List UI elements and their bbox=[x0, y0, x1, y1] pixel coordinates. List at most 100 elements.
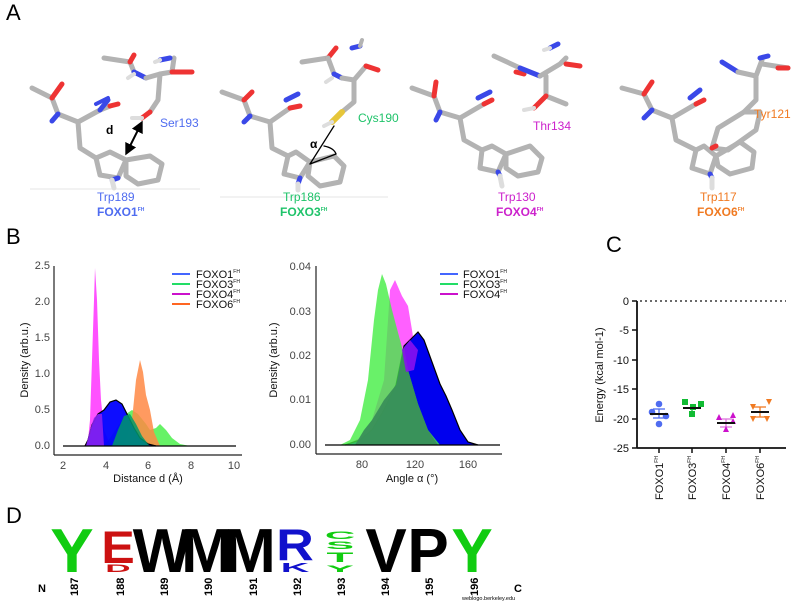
svg-text:0: 0 bbox=[623, 296, 629, 308]
svg-text:M: M bbox=[181, 517, 233, 586]
x-ticks-distance: 2 4 6 8 10 bbox=[60, 460, 240, 472]
panel-a-structures: d Ser193 Trp189 FOXO1FH α Cys190 Trp18 bbox=[29, 38, 791, 219]
density-areas-angle bbox=[325, 274, 500, 446]
structure-foxo4 bbox=[409, 41, 583, 189]
svg-text:0.5: 0.5 bbox=[35, 404, 50, 416]
svg-text:FOXO1FH: FOXO1FH bbox=[463, 269, 507, 281]
svg-text:2.0: 2.0 bbox=[35, 296, 50, 308]
svg-text:195: 195 bbox=[424, 578, 436, 596]
svg-text:C: C bbox=[325, 529, 355, 542]
svg-text:0.00: 0.00 bbox=[290, 439, 311, 451]
svg-text:FOXO6FH: FOXO6FH bbox=[196, 299, 240, 311]
y-axis-label-distance: Density (arb.u.) bbox=[19, 322, 31, 397]
svg-text:1.0: 1.0 bbox=[35, 368, 50, 380]
structure-foxo1 bbox=[29, 52, 195, 191]
panel-c-label: C bbox=[606, 232, 622, 257]
svg-text:D: D bbox=[105, 562, 130, 575]
trp-residue-foxo6: Trp117 bbox=[700, 190, 737, 204]
trp-residue-foxo1: Trp189 bbox=[97, 190, 135, 204]
partner-residue-foxo1: Ser193 bbox=[160, 116, 199, 130]
partner-residue-foxo4: Thr134 bbox=[533, 119, 571, 133]
svg-text:Y: Y bbox=[50, 516, 93, 585]
svg-text:FOXO1FH: FOXO1FH bbox=[196, 269, 240, 281]
protein-label-foxo6: FOXO6FH bbox=[697, 205, 745, 219]
svg-text:8: 8 bbox=[188, 460, 194, 472]
svg-text:FOXO4FH: FOXO4FH bbox=[463, 289, 507, 301]
svg-text:0.03: 0.03 bbox=[290, 306, 311, 318]
svg-text:FOXO1FH: FOXO1FH bbox=[654, 456, 666, 500]
svg-text:0.0: 0.0 bbox=[35, 440, 50, 452]
svg-text:S: S bbox=[326, 539, 354, 552]
protein-label-foxo3: FOXO3FH bbox=[280, 205, 328, 219]
svg-text:FOXO3FH: FOXO3FH bbox=[463, 279, 507, 291]
x-axis-label-distance: Distance d (Å) bbox=[113, 472, 183, 485]
partner-residue-foxo3: Cys190 bbox=[358, 111, 399, 125]
svg-text:2.5: 2.5 bbox=[35, 260, 50, 272]
svg-text:W: W bbox=[133, 517, 192, 586]
panel-a-label: A bbox=[6, 0, 21, 25]
x-axis-label-angle: Angle α (°) bbox=[386, 473, 438, 485]
svg-text:1.5: 1.5 bbox=[35, 332, 50, 344]
points-foxo6 bbox=[750, 399, 772, 422]
svg-text:196: 196 bbox=[469, 578, 481, 596]
svg-text:-15: -15 bbox=[613, 384, 629, 396]
protein-label-foxo4: FOXO4FH bbox=[496, 205, 544, 219]
y-ticks-energy: 0 -5 -10 -15 -20 -25 bbox=[613, 296, 629, 455]
svg-text:FOXO4FH: FOXO4FH bbox=[196, 289, 240, 301]
panel-d-label: D bbox=[6, 503, 22, 528]
svg-text:190: 190 bbox=[203, 578, 215, 596]
x-categories-energy: FOXO1FH FOXO3FH FOXO4FH FOXO6FH bbox=[654, 456, 767, 500]
svg-text:M: M bbox=[224, 517, 276, 586]
svg-text:-10: -10 bbox=[613, 355, 629, 367]
panel-b-label: B bbox=[6, 224, 21, 249]
y-axis-label-energy: Energy (kcal mol-1) bbox=[594, 327, 606, 422]
structure-foxo6 bbox=[619, 53, 791, 191]
svg-text:K: K bbox=[281, 561, 310, 575]
logo-position-numbers: 187 188 189 190 191 192 193 194 195 196 bbox=[69, 577, 481, 596]
svg-text:T: T bbox=[327, 549, 354, 565]
svg-text:P: P bbox=[407, 517, 448, 586]
y-ticks-angle: 0.04 0.03 0.02 0.01 0.00 bbox=[290, 261, 311, 451]
svg-text:Y: Y bbox=[326, 564, 354, 574]
svg-text:80: 80 bbox=[356, 459, 368, 471]
legend-angle: FOXO1FH FOXO3FH FOXO4FH bbox=[440, 269, 507, 301]
protein-label-foxo1: FOXO1FH bbox=[97, 205, 145, 219]
svg-text:FOXO6FH: FOXO6FH bbox=[755, 456, 767, 500]
y-axis-label-angle: Density (arb.u.) bbox=[268, 322, 280, 397]
svg-text:FOXO4FH: FOXO4FH bbox=[721, 456, 733, 500]
svg-text:-5: -5 bbox=[619, 325, 629, 337]
svg-text:-20: -20 bbox=[613, 414, 629, 426]
measure-alpha-label: α bbox=[310, 137, 318, 151]
svg-text:191: 191 bbox=[248, 578, 260, 596]
logo-letters: Y E D W M M R K C S T Y V P Y bbox=[50, 516, 492, 586]
x-ticks-angle: 80 120 160 bbox=[356, 459, 477, 471]
svg-text:160: 160 bbox=[459, 459, 477, 471]
partner-residue-foxo6: Tyr121 bbox=[754, 107, 791, 121]
svg-text:E: E bbox=[101, 523, 134, 573]
svg-text:187: 187 bbox=[69, 578, 81, 596]
svg-text:FOXO3FH: FOXO3FH bbox=[196, 279, 240, 291]
svg-text:0.02: 0.02 bbox=[290, 350, 311, 362]
c-terminus-label: C bbox=[514, 583, 522, 595]
svg-text:R: R bbox=[276, 521, 314, 570]
trp-residue-foxo3: Trp186 bbox=[283, 190, 321, 204]
density-areas-distance bbox=[63, 268, 236, 447]
y-ticks-distance: 2.5 2.0 1.5 1.0 0.5 0.0 bbox=[35, 260, 50, 452]
svg-text:V: V bbox=[365, 517, 406, 586]
legend-distance: FOXO1FH FOXO3FH FOXO4FH FOXO6FH bbox=[172, 269, 240, 311]
svg-text:193: 193 bbox=[336, 578, 348, 596]
trp-residue-foxo4: Trp130 bbox=[498, 190, 536, 204]
weblogo-credit: weblogo.berkeley.edu bbox=[461, 596, 515, 602]
svg-text:FOXO3FH: FOXO3FH bbox=[687, 456, 699, 500]
n-terminus-label: N bbox=[38, 583, 46, 595]
y-ticks-energy-marks bbox=[632, 300, 761, 453]
points-foxo3 bbox=[682, 399, 704, 417]
structure-foxo3 bbox=[219, 38, 381, 193]
svg-text:4: 4 bbox=[103, 460, 109, 472]
svg-text:-25: -25 bbox=[613, 443, 629, 455]
points-foxo1 bbox=[648, 400, 670, 428]
svg-text:0.04: 0.04 bbox=[290, 261, 311, 273]
svg-text:2: 2 bbox=[60, 460, 66, 472]
points-foxo4 bbox=[716, 412, 736, 432]
svg-text:Y: Y bbox=[451, 517, 492, 586]
